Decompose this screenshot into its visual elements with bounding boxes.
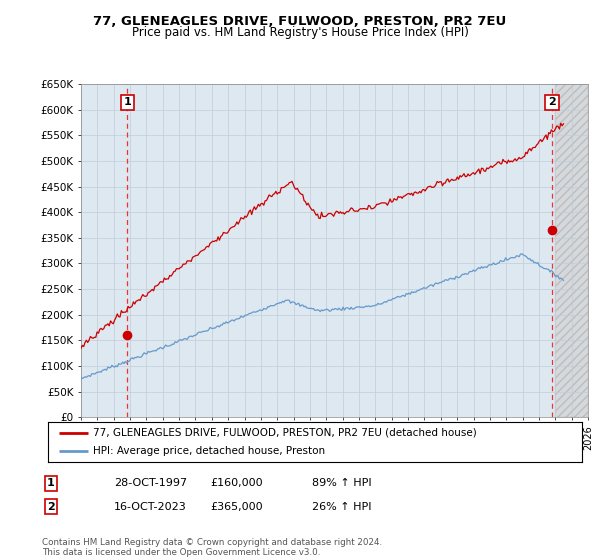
Text: £365,000: £365,000 [210,502,263,512]
Text: HPI: Average price, detached house, Preston: HPI: Average price, detached house, Pres… [94,446,326,456]
Text: Contains HM Land Registry data © Crown copyright and database right 2024.
This d: Contains HM Land Registry data © Crown c… [42,538,382,557]
Text: £160,000: £160,000 [210,478,263,488]
Text: 2: 2 [548,97,556,108]
Text: 89% ↑ HPI: 89% ↑ HPI [312,478,371,488]
Text: Price paid vs. HM Land Registry's House Price Index (HPI): Price paid vs. HM Land Registry's House … [131,26,469,39]
Text: 1: 1 [124,97,131,108]
Text: 2: 2 [47,502,55,512]
Text: 28-OCT-1997: 28-OCT-1997 [114,478,187,488]
Text: 77, GLENEAGLES DRIVE, FULWOOD, PRESTON, PR2 7EU: 77, GLENEAGLES DRIVE, FULWOOD, PRESTON, … [94,15,506,28]
Text: 26% ↑ HPI: 26% ↑ HPI [312,502,371,512]
Bar [555,84,588,417]
Text: 77, GLENEAGLES DRIVE, FULWOOD, PRESTON, PR2 7EU (detached house): 77, GLENEAGLES DRIVE, FULWOOD, PRESTON, … [94,428,477,437]
Text: 1: 1 [47,478,55,488]
Text: 16-OCT-2023: 16-OCT-2023 [114,502,187,512]
